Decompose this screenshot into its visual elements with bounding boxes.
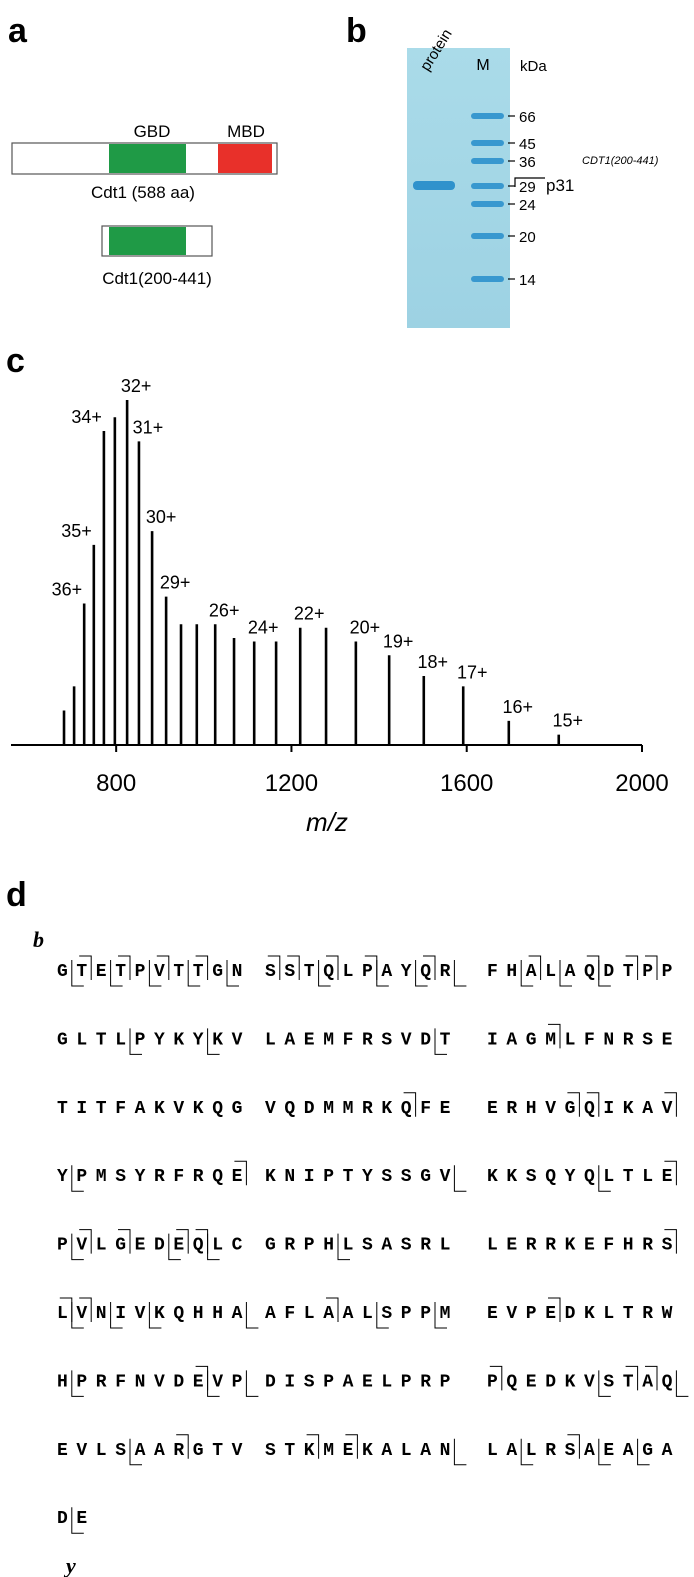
domain-label: GBD (134, 122, 171, 141)
charge-label: 20+ (350, 618, 381, 638)
sequence-block: LAEMFRSVDT (265, 1030, 459, 1050)
sequence-block: PQEDKVSTAQ (487, 1372, 681, 1392)
panel-label: c (6, 342, 25, 380)
charge-label: 30+ (146, 507, 177, 527)
marker-band (471, 158, 504, 164)
marker-band (471, 233, 504, 239)
x-axis-title: m/z (306, 807, 348, 837)
charge-label: 29+ (160, 573, 191, 593)
marker-label: 66 (519, 109, 536, 126)
sequence-block: FHALAQDTPP (487, 962, 681, 982)
sequence-block: HPRFNVDEVP (57, 1372, 251, 1392)
sequence-block: DISPAELPRP (265, 1372, 459, 1392)
charge-label: 22+ (294, 604, 325, 624)
x-tick-label: 2000 (615, 770, 668, 797)
ion-label: b (33, 927, 44, 952)
domain-map: GBD MBD Cdt1 (588 aa) Cdt1(200-441) (12, 122, 277, 288)
marker-band (471, 183, 504, 189)
charge-label: 31+ (133, 417, 164, 437)
charge-label: 24+ (248, 618, 279, 638)
sequence-block: VQDMMRKQFE (265, 1099, 459, 1119)
sequence-block: EVLSAARGTV (57, 1441, 251, 1461)
sequence-block: LERRKEFHRS (487, 1236, 681, 1256)
panel-label: a (8, 12, 28, 50)
charge-label: 35+ (61, 521, 92, 541)
x-tick-label: 1200 (265, 770, 318, 797)
sequence-block: YPMSYRFRQE (57, 1167, 251, 1187)
x-tick-label: 1600 (440, 770, 493, 797)
sequence-block: EVPEDKLTRW (487, 1304, 681, 1324)
sequence-block: GTETPVTTGN (57, 962, 251, 982)
sequence-block: LALRSAEAGA (487, 1441, 681, 1461)
charge-label: 26+ (209, 600, 240, 620)
band-note: CDT1(200-441) (582, 155, 659, 167)
figure: a b c d GBD MBD Cdt1 (588 aa) Cdt1(200-4… (0, 0, 694, 1577)
marker-label: 20 (519, 229, 536, 246)
charge-label: 32+ (121, 376, 152, 396)
charge-label: 36+ (52, 580, 83, 600)
sequence-block: ERHVGQIKAV (487, 1099, 681, 1119)
charge-label: 18+ (418, 652, 449, 672)
charge-label: 17+ (457, 662, 488, 682)
panel-label: b (346, 12, 367, 50)
mass-spectrum: m/z 800 1200 1600 2000 36+ 35+ 34+ 32+ 31+ 30+ 29+… (11, 376, 669, 837)
sequence-block: AFLAALSPPM (265, 1304, 459, 1324)
sequence-block: TITFAKVKQG (57, 1099, 251, 1119)
sequence-map: b y GTETPVTTGN SSTQLPAYQR FHALAQDTPP GLTLPY… (33, 927, 688, 1577)
unit-label: kDa (520, 58, 547, 75)
sequence-block: KKSQYQLTLE (487, 1167, 681, 1187)
charge-label: 19+ (383, 631, 414, 651)
protein-band (413, 181, 455, 190)
domain-label: MBD (227, 122, 265, 141)
panel-label: d (6, 876, 27, 914)
lane-label: M (476, 57, 489, 74)
x-tick-label: 800 (96, 770, 136, 797)
charge-label: 15+ (552, 711, 583, 731)
sequence-block: LVNIVKQHHA (57, 1304, 251, 1324)
marker-label: 24 (519, 197, 536, 214)
marker-label: 45 (519, 136, 536, 153)
mbd-domain (218, 144, 272, 173)
marker-label: 36 (519, 154, 536, 171)
sequence-block: DE (57, 1509, 96, 1529)
marker-label: 14 (519, 272, 536, 289)
sequence-block: KNIPTYSSGV (265, 1167, 459, 1187)
gbd-domain (109, 227, 186, 255)
gel: protein M kDa p31 CDT1(200-441) 66453629… (407, 26, 659, 328)
gbd-domain (109, 144, 186, 173)
sequence-block: IAGMLFNRSE (487, 1030, 681, 1050)
band-label: p31 (546, 176, 574, 195)
construct-label: Cdt1 (588 aa) (91, 183, 195, 202)
sequence-block: STKMEKALAN (265, 1441, 459, 1461)
charge-label: 16+ (503, 697, 534, 717)
ion-label: y (63, 1553, 76, 1577)
sequence-block: PVLGEDEQLC (57, 1236, 251, 1256)
sequence-block: SSTQLPAYQR (265, 962, 459, 982)
marker-band (471, 276, 504, 282)
marker-band (471, 201, 504, 207)
sequence-block: GLTLPYKYKV (57, 1030, 251, 1050)
marker-band (471, 113, 504, 119)
construct-label: Cdt1(200-441) (102, 269, 212, 288)
marker-band (471, 140, 504, 146)
sequence-block: GRPHLSASRL (265, 1236, 459, 1256)
marker-label: 29 (519, 179, 536, 196)
charge-label: 34+ (71, 407, 102, 427)
